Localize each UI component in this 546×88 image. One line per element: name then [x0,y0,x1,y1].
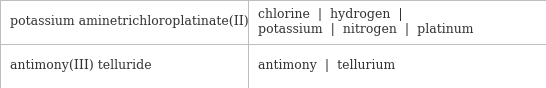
Text: antimony  |  tellurium: antimony | tellurium [258,59,395,73]
Text: potassium aminetrichloroplatinate(II): potassium aminetrichloroplatinate(II) [10,15,248,29]
Text: antimony(III) telluride: antimony(III) telluride [10,59,151,73]
Text: chlorine  |  hydrogen  |
potassium  |  nitrogen  |  platinum: chlorine | hydrogen | potassium | nitrog… [258,8,474,36]
